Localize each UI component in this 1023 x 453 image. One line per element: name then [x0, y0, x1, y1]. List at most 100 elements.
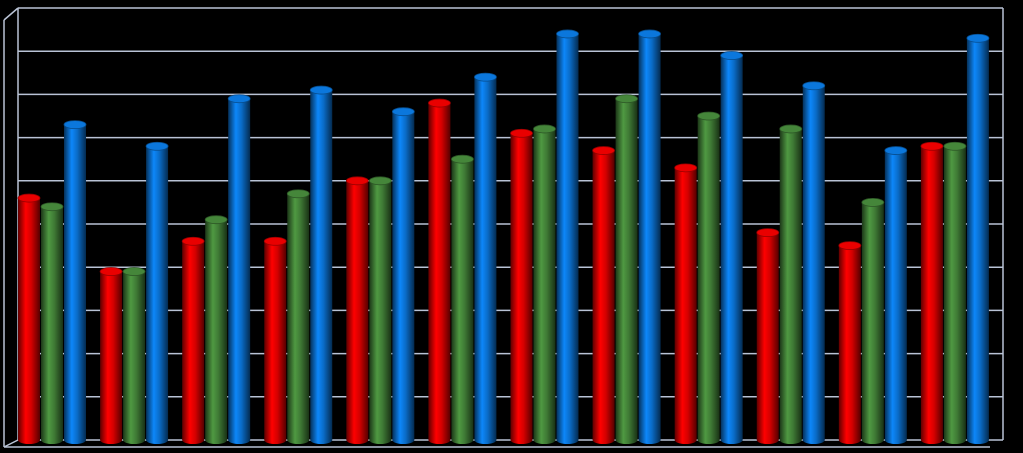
bar-base — [592, 436, 615, 444]
bar-base — [100, 436, 123, 444]
bar-cap — [63, 120, 87, 130]
bar-cap — [838, 241, 862, 251]
bar-base — [720, 436, 743, 444]
bar-cap — [428, 98, 451, 108]
bar-base — [510, 436, 533, 444]
bar-cap — [861, 197, 885, 207]
bar — [556, 33, 579, 441]
bar — [205, 219, 228, 440]
bar — [861, 202, 884, 440]
bar — [638, 33, 661, 441]
bar-base — [556, 436, 579, 444]
bar-base — [697, 436, 720, 444]
bar — [802, 85, 825, 440]
bar-base — [346, 436, 369, 444]
bar — [451, 159, 474, 440]
bar — [510, 133, 533, 440]
bar — [100, 271, 123, 440]
bar-base — [264, 436, 287, 444]
bar-cap — [227, 94, 251, 104]
bar-cap — [451, 154, 474, 164]
bar-base — [428, 436, 451, 444]
bar-base — [779, 436, 802, 444]
bar — [697, 116, 720, 440]
bar-base — [64, 436, 86, 444]
side-wall-bottom — [3, 439, 19, 448]
bar — [392, 111, 415, 441]
bar-cap — [802, 81, 826, 91]
bar-base — [205, 436, 228, 444]
bar — [346, 180, 369, 441]
bar — [838, 245, 861, 440]
bar — [674, 167, 697, 440]
bar — [943, 146, 966, 441]
bar-cap — [17, 193, 41, 203]
bar-base — [861, 436, 884, 444]
bar-base — [674, 436, 697, 444]
bar — [474, 77, 497, 441]
bar-cap — [966, 33, 990, 43]
bar-base — [802, 436, 825, 444]
bar-cap — [368, 176, 392, 186]
bar-base — [146, 436, 169, 444]
bar-base — [369, 436, 392, 444]
bar-cap — [674, 163, 698, 173]
bar-base — [310, 436, 333, 444]
bar — [966, 38, 989, 441]
bar-cap — [533, 124, 556, 134]
bar-base — [615, 436, 638, 444]
bar-base — [451, 436, 474, 444]
bar — [41, 206, 63, 440]
bar-base — [123, 436, 146, 444]
bar-base — [182, 436, 205, 444]
bar — [146, 146, 169, 441]
bar — [884, 150, 907, 440]
bar-base — [392, 436, 415, 444]
bar-cap — [884, 146, 908, 155]
bar-cap — [204, 215, 228, 225]
bar-cap — [779, 124, 803, 134]
side-wall-top — [3, 7, 19, 21]
bar-cap — [615, 94, 638, 104]
bar-base — [638, 436, 661, 444]
bar-cap — [309, 85, 333, 95]
bar-cap — [263, 236, 287, 246]
bar-base — [18, 436, 40, 444]
bar — [64, 124, 86, 440]
bar-cap — [391, 107, 415, 117]
bar — [369, 180, 392, 441]
bar — [779, 128, 802, 440]
bar-base — [756, 436, 779, 444]
bar-cap — [145, 141, 169, 151]
bar-cap — [592, 146, 615, 155]
bar — [123, 271, 146, 440]
bar-cap — [345, 176, 369, 186]
bar-base — [920, 436, 943, 444]
bar — [533, 128, 556, 440]
bar-base — [838, 436, 861, 444]
bar — [228, 98, 251, 440]
bar-cap — [40, 202, 64, 212]
bar-base — [943, 436, 966, 444]
bar — [720, 55, 743, 441]
bar-base — [966, 436, 989, 444]
bar — [920, 146, 943, 441]
bar-base — [533, 436, 556, 444]
bar-cap — [474, 72, 497, 82]
bar-cap — [99, 267, 123, 276]
bar-cap — [920, 141, 944, 151]
bar-base — [474, 436, 497, 444]
bar-cap — [510, 128, 533, 138]
bar — [428, 103, 451, 440]
bar — [182, 241, 205, 440]
bar-cap — [756, 228, 780, 238]
bar-cap — [556, 29, 579, 39]
bar-cap — [638, 29, 661, 39]
bar-base — [228, 436, 251, 444]
bar-base — [287, 436, 310, 444]
bar — [287, 193, 310, 440]
bar-cap — [697, 111, 721, 121]
bar — [264, 241, 287, 440]
